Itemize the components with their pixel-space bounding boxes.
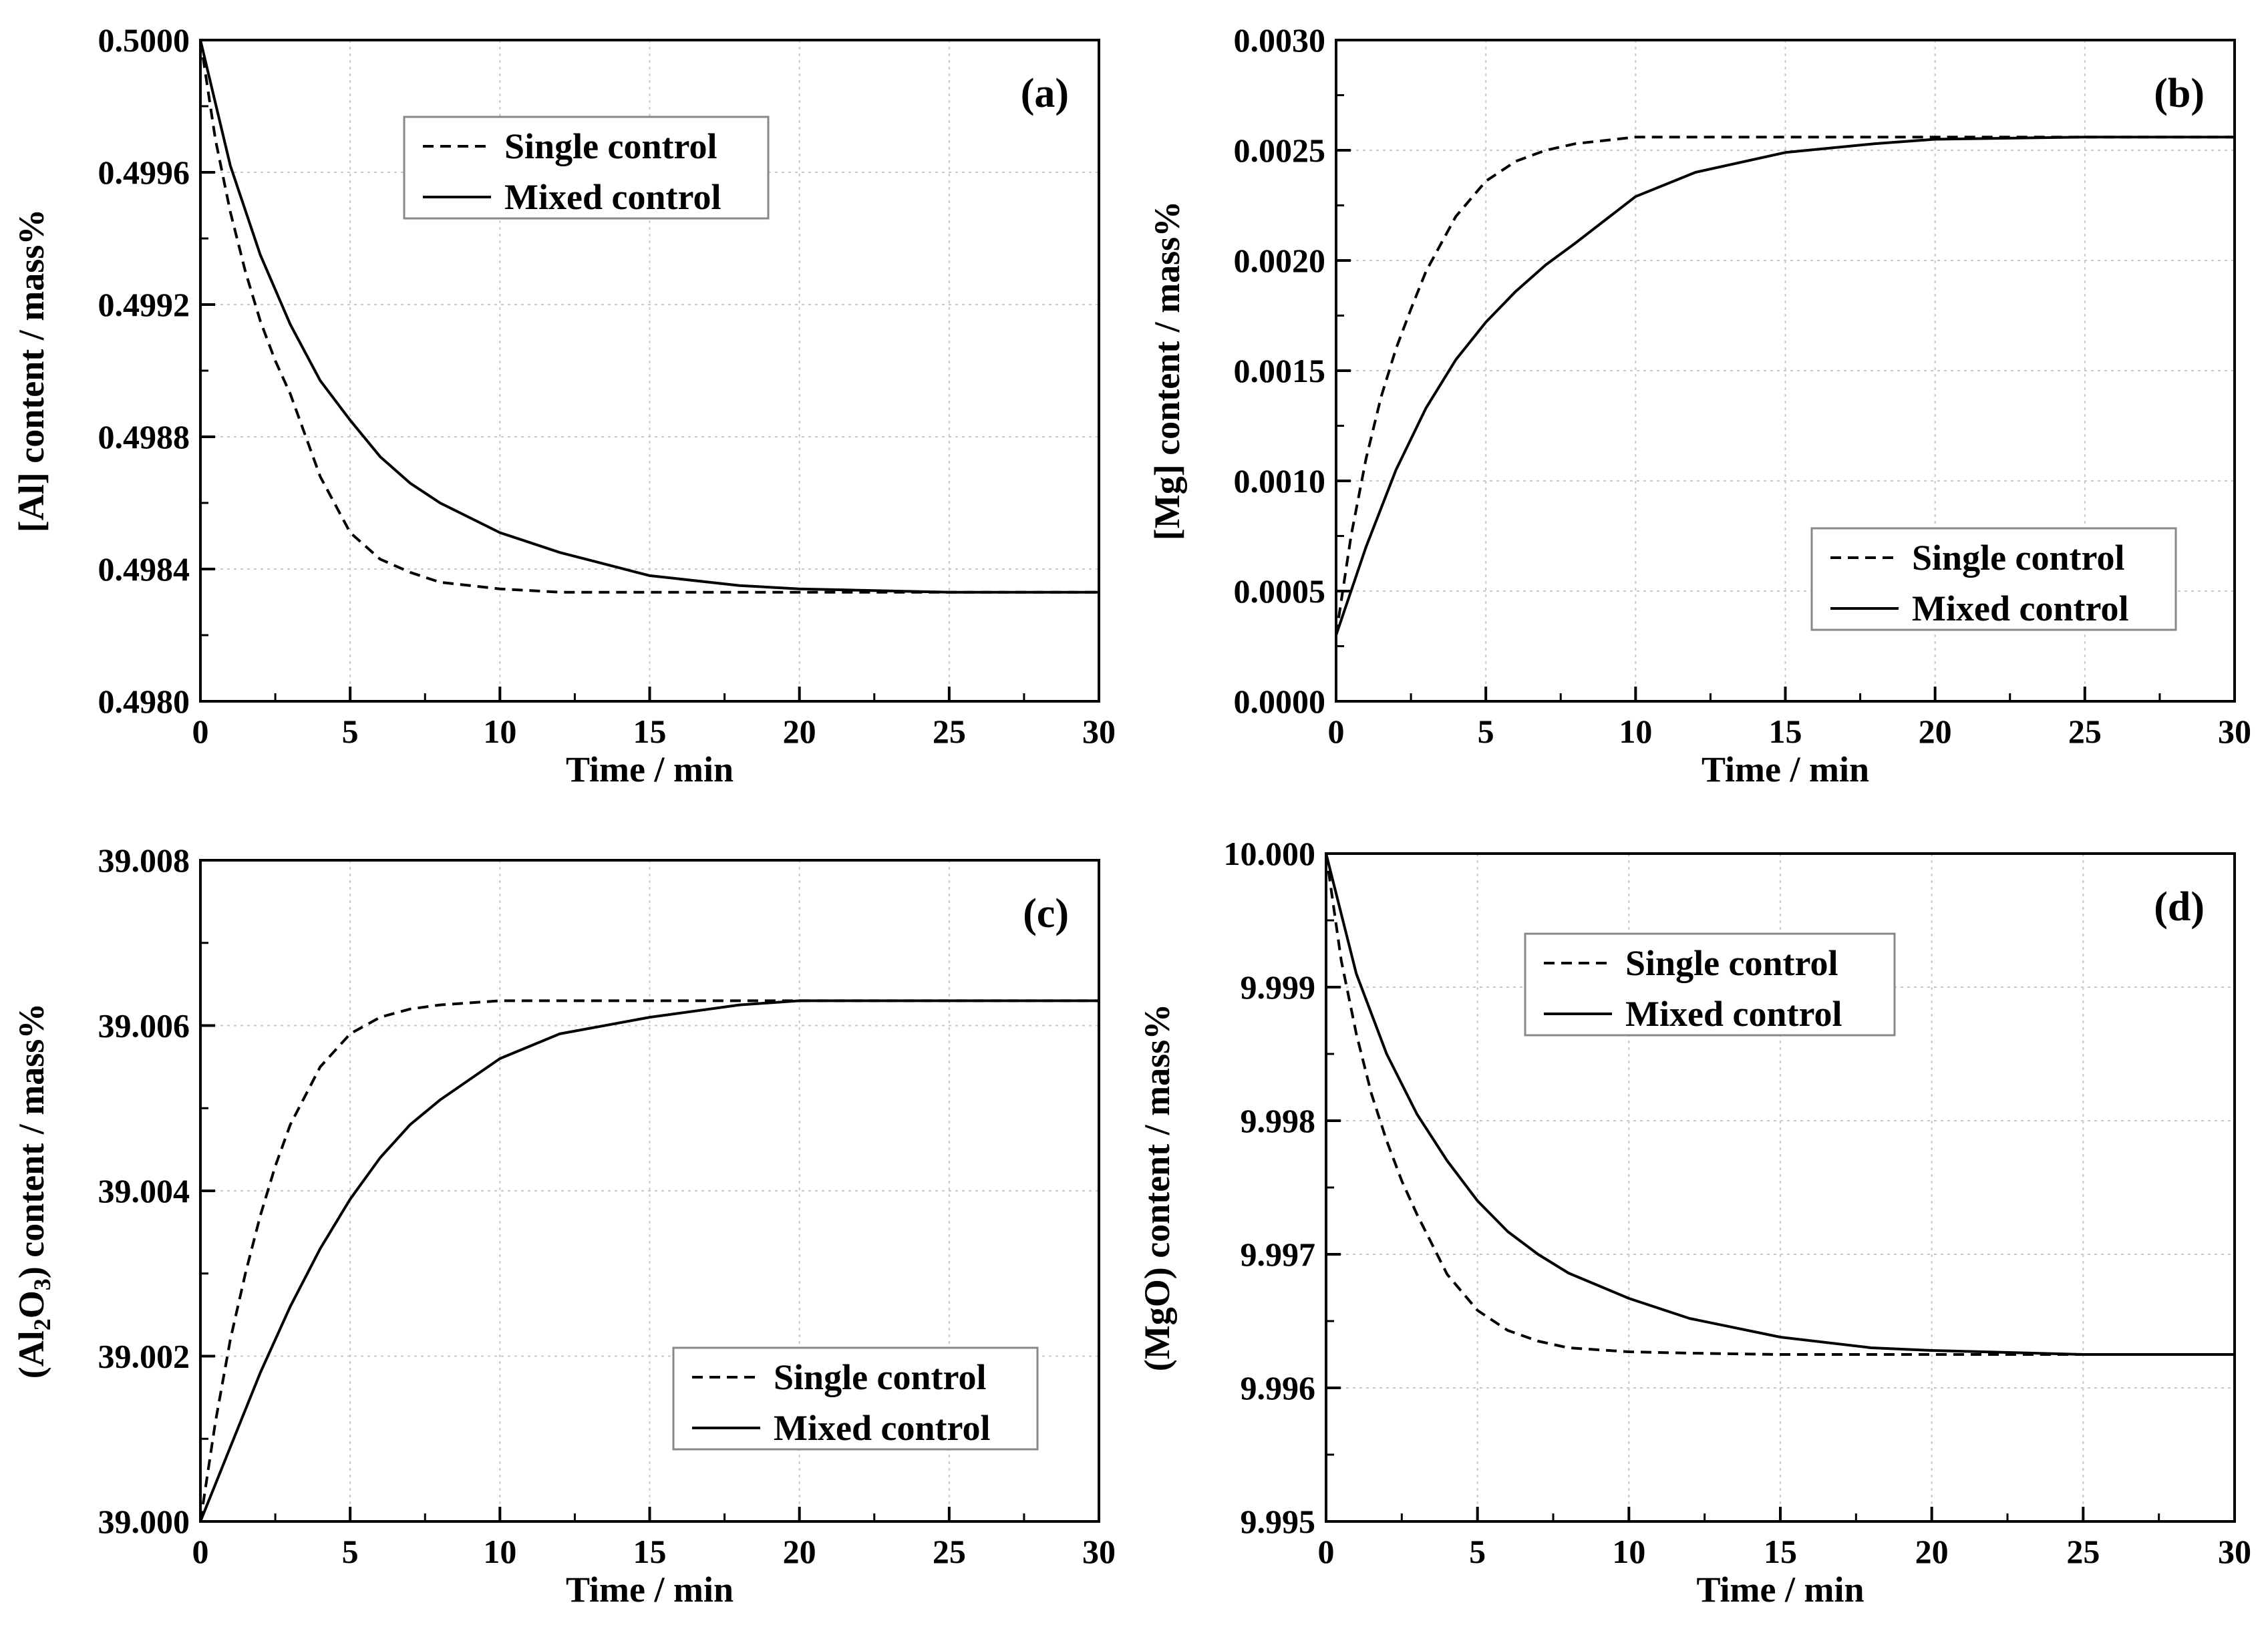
legend-label: Single control <box>1625 943 1838 983</box>
y-tick-label: 0.4988 <box>98 418 190 455</box>
x-tick-label: 0 <box>192 1533 209 1570</box>
legend: Single control Mixed control <box>1810 527 2177 631</box>
series-line-mixed-control <box>1325 853 2235 1356</box>
x-tick-label: 30 <box>2218 713 2251 750</box>
legend-label: Single control <box>774 1357 987 1397</box>
y-tick-label: 0.0000 <box>1234 683 1326 720</box>
x-tick-label: 10 <box>483 713 516 750</box>
y-tick-label: 39.006 <box>98 1007 190 1045</box>
legend-label: Single control <box>504 126 717 166</box>
y-tick-label: 39.004 <box>98 1172 190 1210</box>
y-tick-label: 0.0030 <box>1234 21 1326 59</box>
y-axis-title-part: (Al <box>11 1330 51 1379</box>
x-tick-label: 5 <box>1469 1533 1486 1570</box>
legend: Single control Mixed control <box>1524 932 1896 1037</box>
y-axis-title-part: 3 <box>29 1278 55 1290</box>
x-tick-label: 10 <box>483 1533 516 1570</box>
y-axis-title: (Al2O3) content / mass% <box>11 1003 55 1379</box>
y-tick-label: 0.4992 <box>98 286 190 323</box>
y-tick-label: 0.5000 <box>98 21 190 59</box>
series-line-mixed-control <box>199 39 1099 594</box>
x-tick-label: 30 <box>1082 1533 1116 1570</box>
y-tick-label: 9.997 <box>1241 1236 1316 1273</box>
y-tick-label: 9.995 <box>1241 1503 1316 1540</box>
x-tick-label: 5 <box>1478 713 1494 750</box>
y-axis-title-part: 2 <box>29 1318 55 1330</box>
x-axis-title: Time / min <box>1696 1570 1864 1610</box>
x-tick-label: 0 <box>1328 713 1345 750</box>
x-tick-label: 0 <box>192 713 209 750</box>
y-tick-label: 0.0020 <box>1234 242 1326 279</box>
y-tick-label: 0.4980 <box>98 683 190 720</box>
legend-label: Single control <box>1912 538 2125 578</box>
legend-box <box>1810 527 2177 631</box>
x-tick-label: 20 <box>783 1533 816 1570</box>
x-tick-label: 30 <box>1082 713 1116 750</box>
y-tick-label: 0.0010 <box>1234 462 1326 500</box>
x-tick-label: 0 <box>1318 1533 1335 1570</box>
chart-panel-d: 0 5 10 15 20 25 30 9.995 9.996 9.997 9.998 9.999 10.… <box>1137 835 2251 1610</box>
legend-box <box>403 116 770 220</box>
legend-label: Mixed control <box>504 177 721 217</box>
y-tick-label: 0.0025 <box>1234 132 1326 169</box>
x-axis-title: Time / min <box>566 749 734 789</box>
series-line-mixed-control <box>199 999 1099 1522</box>
x-axis-title: Time / min <box>566 1570 734 1610</box>
y-axis-title: [Mg] content / mass% <box>1147 201 1187 540</box>
x-tick-label: 10 <box>1619 713 1652 750</box>
legend-label: Mixed control <box>1625 994 1842 1034</box>
series-line-single-control <box>199 39 1099 594</box>
x-tick-label: 5 <box>342 1533 359 1570</box>
panel-label: (a) <box>1021 71 1069 116</box>
x-tick-label: 10 <box>1612 1533 1645 1570</box>
y-tick-label: 10.000 <box>1224 835 1316 872</box>
chart-panel-b: 0 5 10 15 20 25 30 0.0000 0.0005 0.0010 0.0015 0.00… <box>1147 21 2251 789</box>
y-tick-label: 9.996 <box>1241 1369 1316 1407</box>
panel-label: (b) <box>2154 71 2205 116</box>
x-tick-label: 15 <box>1764 1533 1797 1570</box>
x-tick-label: 20 <box>783 713 816 750</box>
x-tick-label: 15 <box>1769 713 1802 750</box>
panel-label: (d) <box>2154 884 2205 930</box>
y-tick-label: 0.4984 <box>98 550 190 588</box>
y-tick-label: 0.0015 <box>1234 352 1326 389</box>
legend: Single control Mixed control <box>672 1346 1039 1451</box>
x-tick-label: 30 <box>2218 1533 2251 1570</box>
legend-box <box>1524 932 1896 1037</box>
legend-box <box>672 1346 1039 1451</box>
series-line-single-control <box>1325 853 2235 1356</box>
x-axis-title: Time / min <box>1702 749 1869 789</box>
gridlines <box>1336 40 2235 701</box>
legend-label: Mixed control <box>774 1408 990 1448</box>
x-tick-label: 25 <box>2066 1533 2100 1570</box>
y-axis-title: [Al] content / mass% <box>11 209 51 532</box>
legend: Single control Mixed control <box>403 116 770 220</box>
x-tick-label: 15 <box>633 1533 667 1570</box>
chart-panel-c: 0 5 10 15 20 25 30 39.000 39.002 39.004 39.006 39.0… <box>11 842 1116 1610</box>
y-tick-label: 39.008 <box>98 842 190 879</box>
legend-label: Mixed control <box>1912 588 2128 628</box>
x-tick-label: 5 <box>342 713 359 750</box>
series-line-mixed-control <box>1335 136 2235 636</box>
x-tick-label: 20 <box>1919 713 1952 750</box>
y-tick-label: 9.999 <box>1241 968 1316 1006</box>
x-tick-label: 25 <box>933 1533 966 1570</box>
x-tick-label: 20 <box>1915 1533 1949 1570</box>
x-tick-label: 25 <box>2068 713 2102 750</box>
series-line-single-control <box>1335 136 2235 636</box>
y-axis-title-part: O <box>11 1290 51 1318</box>
y-axis-title: (MgO) content / mass% <box>1137 1004 1177 1371</box>
y-tick-label: 0.4996 <box>98 154 190 191</box>
y-tick-label: 9.998 <box>1241 1102 1316 1139</box>
chart-panel-a: 0 5 10 15 20 25 30 0.4980 0.4984 0.4988 0.4992 0.49… <box>11 21 1116 789</box>
y-tick-label: 0.0005 <box>1234 572 1326 610</box>
y-tick-label: 39.002 <box>98 1338 190 1375</box>
y-axis-title-part: ) content / mass% <box>11 1003 51 1278</box>
panel-label: (c) <box>1023 891 1069 936</box>
x-tick-label: 15 <box>633 713 667 750</box>
y-tick-label: 39.000 <box>98 1503 190 1540</box>
x-tick-label: 25 <box>933 713 966 750</box>
